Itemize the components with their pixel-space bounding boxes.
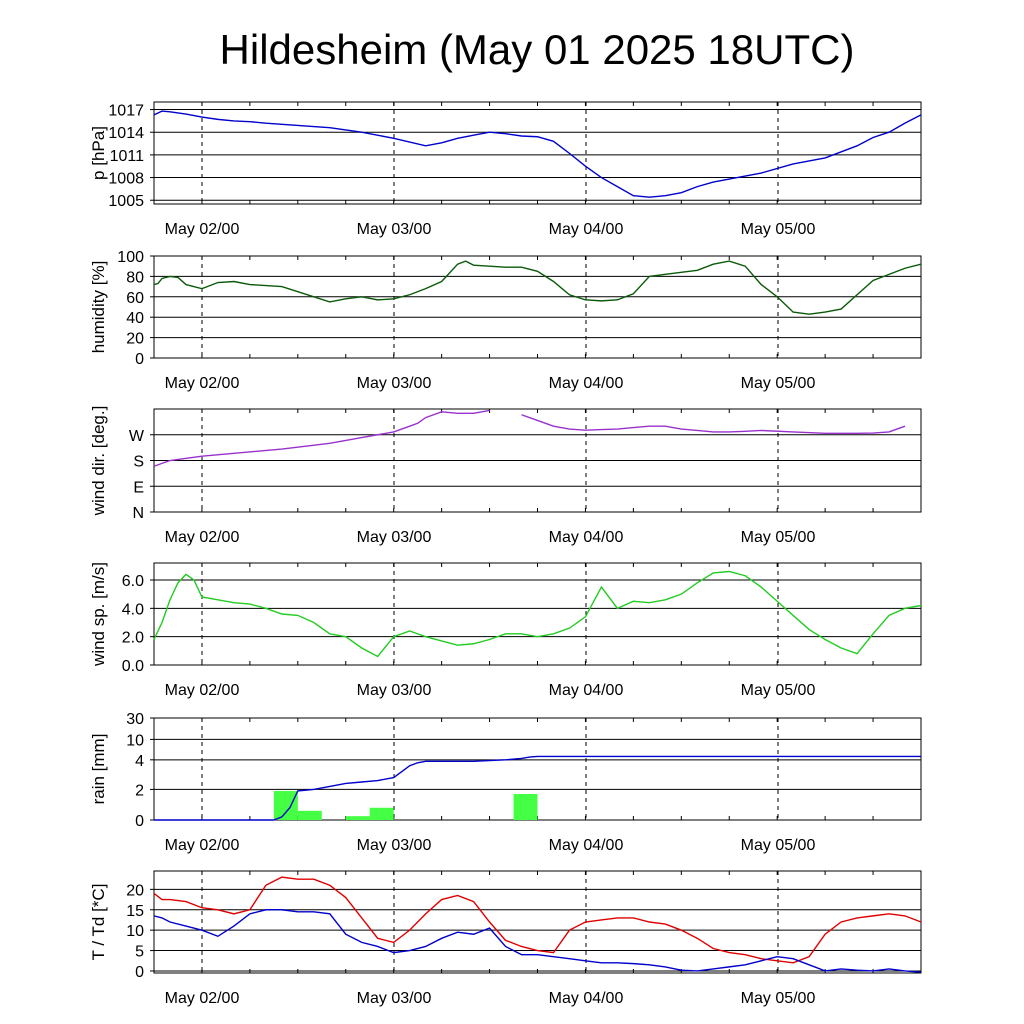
date-label-4-3: May 05/00 — [741, 837, 816, 854]
series-line-4-0 — [154, 755, 921, 821]
rain-bar-3 — [369, 807, 394, 820]
date-label-4-0: May 02/00 — [165, 837, 240, 854]
ytick-label-5-1: 5 — [135, 944, 144, 961]
date-label-4-2: May 04/00 — [549, 837, 624, 854]
ytick-label-5-0: 0 — [135, 964, 144, 981]
ylabel-4: rain [mm] — [89, 734, 108, 805]
ytick-label-5-4: 20 — [126, 882, 144, 899]
ytick-label-4-4: 30 — [126, 711, 144, 728]
ytick-label-0-4: 1017 — [108, 103, 144, 120]
ytick-label-3-1: 2.0 — [122, 630, 144, 647]
rain-bar-4 — [513, 793, 538, 820]
date-label-5-1: May 03/00 — [357, 990, 432, 1007]
ytick-label-1-4: 80 — [126, 269, 144, 286]
ytick-label-3-2: 4.0 — [122, 601, 144, 618]
date-label-5-2: May 04/00 — [549, 990, 624, 1007]
series-line-1-0 — [153, 260, 922, 315]
date-label-2-1: May 03/00 — [357, 529, 432, 546]
ytick-label-2-0: N — [132, 505, 144, 522]
ytick-label-0-0: 1005 — [108, 193, 144, 210]
ytick-label-4-0: 0 — [135, 813, 144, 830]
ytick-label-0-1: 1008 — [108, 171, 144, 188]
date-label-2-3: May 05/00 — [741, 529, 816, 546]
date-label-5-3: May 05/00 — [741, 990, 816, 1007]
date-label-1-0: May 02/00 — [165, 375, 240, 392]
date-label-3-0: May 02/00 — [165, 682, 240, 699]
ytick-label-2-3: W — [129, 428, 145, 445]
series-line-3-0 — [153, 570, 922, 658]
ytick-label-4-1: 2 — [135, 782, 144, 799]
ytick-label-4-3: 10 — [126, 732, 144, 749]
date-label-3-1: May 03/00 — [357, 682, 432, 699]
date-label-4-1: May 03/00 — [357, 837, 432, 854]
ytick-label-3-0: 0.0 — [122, 658, 144, 675]
ytick-label-3-3: 6.0 — [122, 573, 144, 590]
ylabel-2: wind dir. [deg.] — [89, 406, 108, 517]
rain-bar-0 — [273, 790, 298, 820]
ylabel-0: p [hPa] — [89, 126, 108, 180]
date-label-0-2: May 04/00 — [549, 221, 624, 238]
date-label-0-0: May 02/00 — [165, 221, 240, 238]
ytick-label-1-0: 0 — [135, 351, 144, 368]
series-line-5-0 — [153, 876, 922, 964]
ytick-label-5-2: 10 — [126, 923, 144, 940]
date-label-3-3: May 05/00 — [741, 682, 816, 699]
ytick-label-5-3: 15 — [126, 903, 144, 920]
series-line-2-0 — [154, 410, 921, 512]
ylabel-5: T / Td [*C] — [89, 884, 108, 961]
chart-title: Hildesheim (May 01 2025 18UTC) — [219, 26, 855, 73]
date-label-3-2: May 04/00 — [549, 682, 624, 699]
ytick-label-2-1: E — [133, 479, 144, 496]
date-label-1-3: May 05/00 — [741, 375, 816, 392]
date-label-0-3: May 05/00 — [741, 221, 816, 238]
panel-frame-3 — [153, 562, 922, 666]
panel-frame-0 — [153, 101, 922, 205]
ylabel-1: humidity [%] — [89, 261, 108, 354]
ytick-label-0-2: 1011 — [110, 148, 145, 165]
ytick-label-1-1: 20 — [126, 331, 144, 348]
date-label-1-2: May 04/00 — [549, 375, 624, 392]
date-label-1-1: May 03/00 — [357, 375, 432, 392]
ytick-label-4-2: 4 — [135, 753, 144, 770]
ylabel-3: wind sp. [m/s] — [89, 562, 108, 667]
ytick-label-1-3: 60 — [126, 290, 144, 307]
date-label-2-2: May 04/00 — [549, 529, 624, 546]
rain-bar-2 — [345, 816, 370, 820]
ytick-label-2-2: S — [133, 454, 144, 471]
date-label-2-0: May 02/00 — [165, 529, 240, 546]
ytick-label-0-3: 1014 — [108, 125, 144, 142]
ytick-label-1-2: 40 — [126, 310, 144, 327]
series-line-0-0 — [153, 110, 922, 198]
rain-bar-1 — [297, 810, 322, 820]
date-label-5-0: May 02/00 — [165, 990, 240, 1007]
ytick-label-1-5: 100 — [117, 249, 144, 266]
date-label-0-1: May 03/00 — [357, 221, 432, 238]
series-line-5-1 — [153, 909, 922, 973]
